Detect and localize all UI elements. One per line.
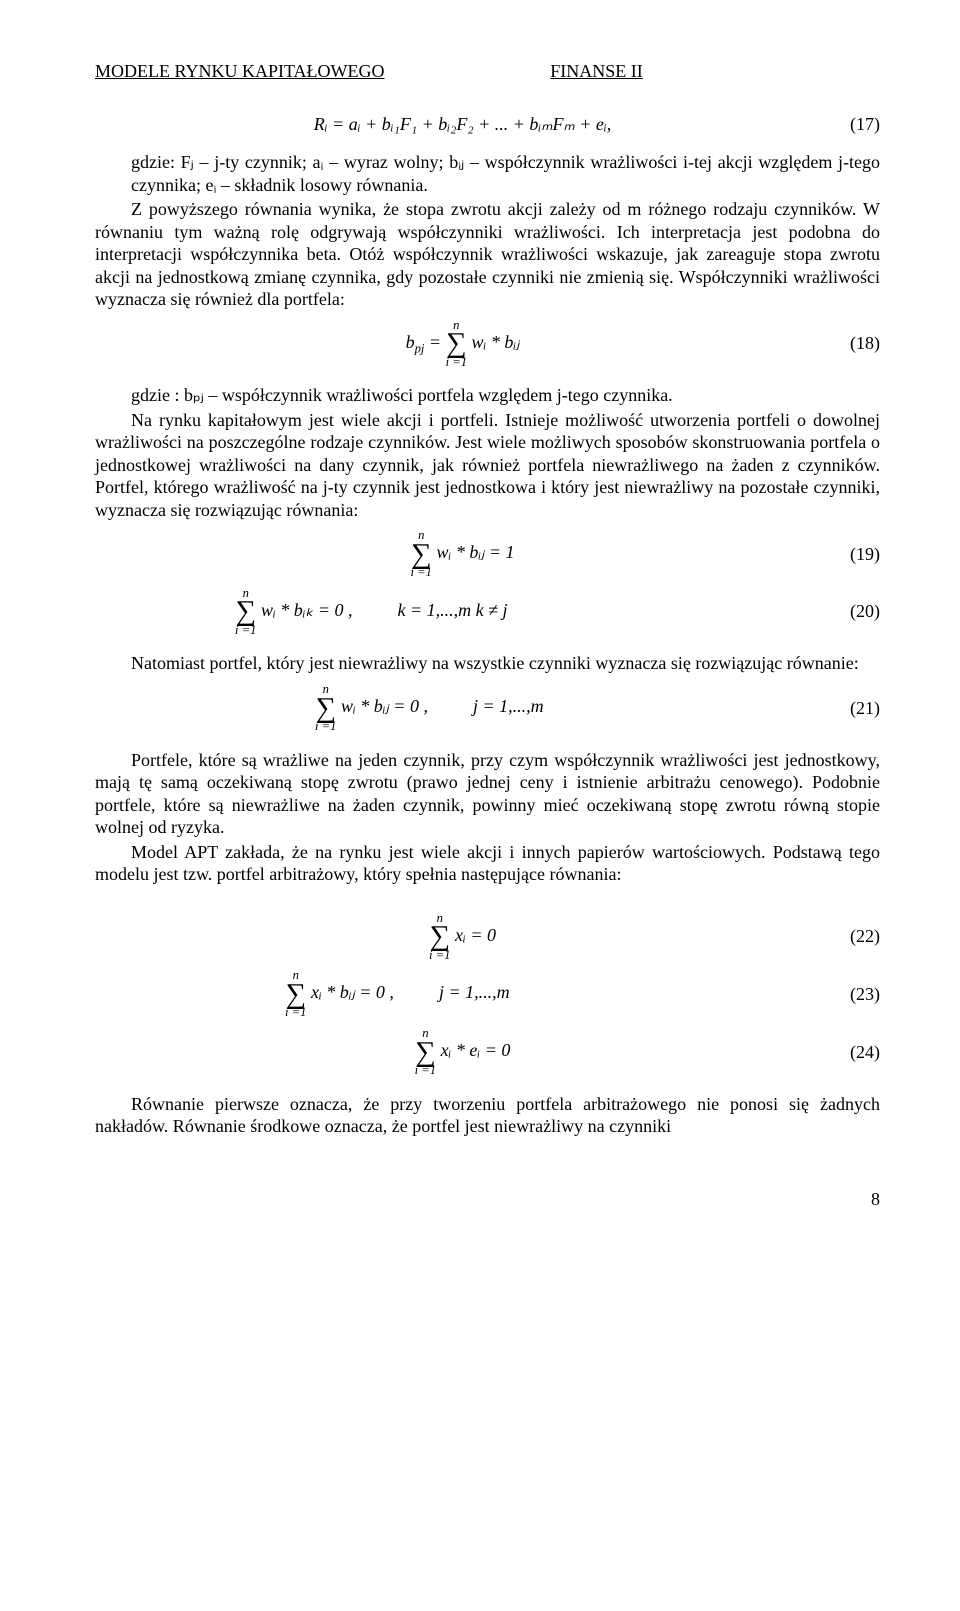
equation-19: n ∑ i =1 wᵢ * bᵢⱼ = 1 (19) bbox=[95, 529, 880, 579]
paragraph-3: Natomiast portfel, który jest niewrażliw… bbox=[95, 652, 880, 675]
equation-21: n ∑ i =1 wᵢ * bᵢⱼ = 0 , j = 1,...,m (21) bbox=[95, 683, 880, 733]
paragraph-2b: Na rynku kapitałowym jest wiele akcji i … bbox=[95, 409, 880, 522]
eq23-number: (23) bbox=[830, 983, 880, 1006]
eq23-formula: n ∑ i =1 xᵢ * bᵢⱼ = 0 , j = 1,...,m bbox=[95, 969, 830, 1019]
eq20-number: (20) bbox=[830, 600, 880, 623]
eq21-number: (21) bbox=[830, 697, 880, 720]
page-number: 8 bbox=[95, 1188, 880, 1211]
paragraph-2a: gdzie : bₚⱼ – współczynnik wrażliwości p… bbox=[95, 384, 880, 407]
eq17-formula: Rᵢ = aᵢ + bᵢ₁F₁ + bᵢ₂F₂ + ... + bᵢₘFₘ + … bbox=[95, 113, 830, 136]
paragraph-5: Model APT zakłada, że na rynku jest wiel… bbox=[95, 841, 880, 886]
definitions: gdzie: Fⱼ – j-ty czynnik; aᵢ – wyraz wol… bbox=[95, 151, 880, 196]
equation-24: n ∑ i =1 xᵢ * eᵢ = 0 (24) bbox=[95, 1027, 880, 1077]
eq19-number: (19) bbox=[830, 543, 880, 566]
eq22-formula: n ∑ i =1 xᵢ = 0 bbox=[95, 912, 830, 962]
eq18-number: (18) bbox=[830, 332, 880, 355]
eq22-number: (22) bbox=[830, 925, 880, 948]
equation-17: Rᵢ = aᵢ + bᵢ₁F₁ + bᵢ₂F₂ + ... + bᵢₘFₘ + … bbox=[95, 113, 880, 136]
eq21-formula: n ∑ i =1 wᵢ * bᵢⱼ = 0 , j = 1,...,m bbox=[95, 683, 830, 733]
paragraph-6: Równanie pierwsze oznacza, że przy tworz… bbox=[95, 1093, 880, 1138]
page-header: MODELE RYNKU KAPITAŁOWEGO FINANSE II bbox=[95, 60, 880, 83]
header-right: FINANSE II bbox=[550, 60, 880, 83]
eq24-formula: n ∑ i =1 xᵢ * eᵢ = 0 bbox=[95, 1027, 830, 1077]
eq19-formula: n ∑ i =1 wᵢ * bᵢⱼ = 1 bbox=[95, 529, 830, 579]
eq20-formula: n ∑ i =1 wᵢ * bᵢₖ = 0 , k = 1,...,m k ≠ … bbox=[95, 587, 830, 637]
paragraph-1: Z powyższego równania wynika, że stopa z… bbox=[95, 198, 880, 311]
header-left: MODELE RYNKU KAPITAŁOWEGO bbox=[95, 60, 550, 83]
eq18-formula: bpj = n ∑ i =1 wᵢ * bᵢⱼ bbox=[95, 319, 830, 369]
paragraph-4: Portfele, które są wrażliwe na jeden czy… bbox=[95, 749, 880, 839]
equation-22: n ∑ i =1 xᵢ = 0 (22) bbox=[95, 912, 880, 962]
equation-23: n ∑ i =1 xᵢ * bᵢⱼ = 0 , j = 1,...,m (23) bbox=[95, 969, 880, 1019]
eq24-number: (24) bbox=[830, 1041, 880, 1064]
equation-18: bpj = n ∑ i =1 wᵢ * bᵢⱼ (18) bbox=[95, 319, 880, 369]
equation-20: n ∑ i =1 wᵢ * bᵢₖ = 0 , k = 1,...,m k ≠ … bbox=[95, 587, 880, 637]
eq17-number: (17) bbox=[830, 113, 880, 136]
